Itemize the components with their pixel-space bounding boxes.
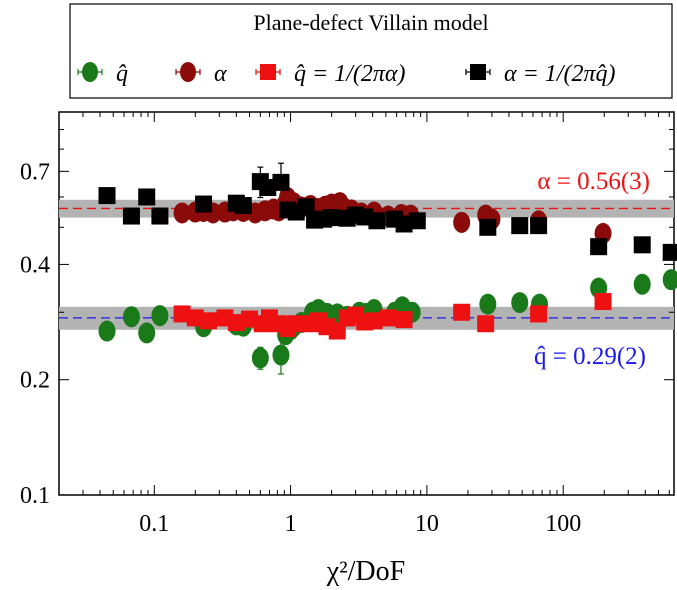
series-2-point	[395, 311, 413, 329]
qhat-annotation: q̂ = 0.29(2)	[534, 343, 646, 370]
series-2-point	[173, 305, 191, 323]
series-2-point	[186, 309, 204, 327]
series-3-point	[530, 217, 548, 235]
y-tick-label: 0.1	[20, 483, 50, 509]
series-2-point	[287, 315, 305, 333]
series-0-point	[662, 269, 677, 291]
series-2-point	[200, 312, 218, 330]
legend-label-1: α	[214, 61, 227, 87]
series-0-point	[633, 273, 651, 295]
series-3-point	[195, 195, 213, 213]
series-2-point	[530, 305, 548, 323]
series-2-point	[594, 293, 612, 311]
series-3-point	[98, 187, 116, 205]
series-2-point	[453, 303, 471, 321]
series-3-point	[272, 173, 290, 191]
x-axis-label: χ²/DoF	[326, 556, 405, 587]
series-3-point	[297, 198, 315, 216]
series-3-point	[122, 207, 140, 225]
series-0-point	[272, 344, 290, 366]
data-points	[98, 173, 677, 369]
series-3-point	[408, 212, 426, 230]
x-tick-label: 10	[415, 511, 439, 537]
series-3-point	[323, 209, 341, 227]
series-2-point	[227, 314, 245, 332]
series-3-point	[368, 212, 386, 230]
y-tick-label: 0.4	[20, 252, 50, 278]
series-3-point	[259, 179, 277, 197]
series-0-point	[151, 305, 169, 327]
series-0-point	[479, 293, 497, 315]
series-3-point	[633, 236, 651, 254]
x-tick-label: 1	[285, 511, 297, 537]
series-0-point	[251, 347, 269, 369]
legend-marker-2	[260, 64, 276, 80]
series-3-point	[511, 217, 529, 235]
series-3-point	[395, 215, 413, 233]
series-2-point	[328, 322, 346, 340]
legend-label-0: q̂	[116, 61, 128, 87]
series-3-point	[138, 188, 156, 206]
series-2-point	[365, 312, 383, 330]
series-0-point	[138, 322, 156, 344]
x-tick-label: 100	[545, 511, 581, 537]
plot-frame	[58, 111, 675, 496]
x-tick-label: 0.1	[139, 511, 169, 537]
legend-marker-3	[470, 64, 486, 80]
legend-label-3: α = 1/(2πq̂)	[504, 61, 615, 87]
series-2-point	[379, 309, 397, 327]
series-1-point	[453, 211, 471, 233]
y-tick-label: 0.2	[20, 368, 50, 394]
series-3-point	[479, 218, 497, 236]
tick-labels: 0.1 1 10 100 0.1 0.2 0.4 0.7	[20, 159, 581, 537]
legend-marker-1	[180, 62, 196, 82]
series-3-point	[234, 196, 252, 214]
series-0-point	[511, 292, 529, 314]
series-2-point	[477, 315, 495, 333]
series-0-point	[122, 306, 140, 328]
axis-ticks	[58, 111, 674, 496]
legend: q̂ α q̂ = 1/(2πα) α = 1/(2πq̂)	[77, 61, 615, 87]
chart-title: Plane-defect Villain model	[253, 10, 488, 35]
alpha-annotation: α = 0.56(3)	[537, 168, 650, 195]
legend-label-2: q̂ = 1/(2πα)	[294, 61, 405, 87]
y-tick-label: 0.7	[20, 159, 50, 185]
series-3-point	[662, 243, 677, 261]
series-0-point	[98, 320, 116, 342]
legend-box	[69, 3, 673, 99]
series-1-point	[173, 202, 191, 224]
series-3-point	[590, 238, 608, 256]
legend-marker-0	[82, 62, 98, 82]
series-3-point	[151, 207, 169, 225]
